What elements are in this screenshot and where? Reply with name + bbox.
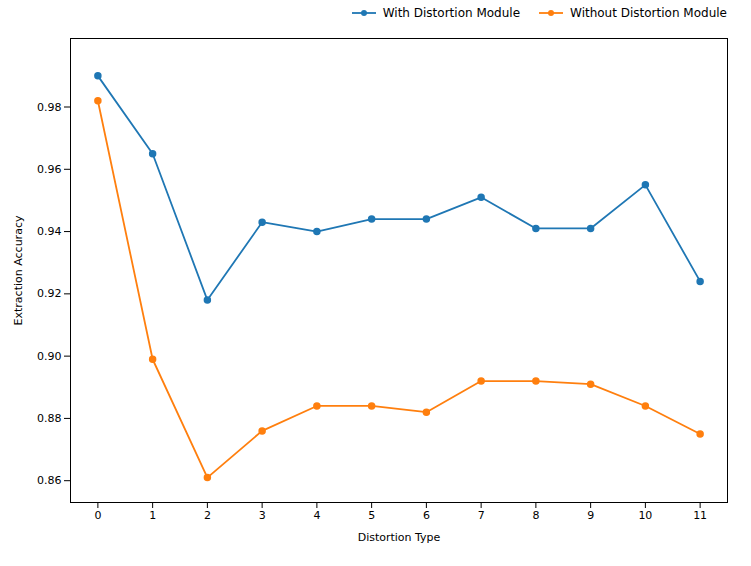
svg-text:0.90: 0.90 [37, 350, 62, 363]
svg-text:0: 0 [94, 509, 101, 522]
svg-text:0.98: 0.98 [37, 101, 62, 114]
svg-text:10: 10 [638, 509, 652, 522]
svg-text:0.94: 0.94 [37, 225, 62, 238]
svg-text:9: 9 [587, 509, 594, 522]
svg-text:2: 2 [204, 509, 211, 522]
svg-text:6: 6 [423, 509, 430, 522]
svg-text:4: 4 [313, 509, 320, 522]
svg-text:0.96: 0.96 [37, 163, 62, 176]
svg-text:0.86: 0.86 [37, 474, 62, 487]
html-text:Without Distortion Module: Without Distortion Module [570, 6, 727, 20]
svg-text:8: 8 [532, 509, 539, 522]
svg-text:1: 1 [149, 509, 156, 522]
svg-text:7: 7 [478, 509, 485, 522]
html-text:With Distortion Module: With Distortion Module [382, 6, 520, 20]
svg-text:5: 5 [368, 509, 375, 522]
svg-text:Distortion Type: Distortion Type [358, 531, 441, 544]
svg-text:3: 3 [259, 509, 266, 522]
svg-text:Extraction Accuracy: Extraction Accuracy [12, 215, 25, 325]
svg-text:0.92: 0.92 [37, 287, 62, 300]
svg-text:0.88: 0.88 [37, 412, 62, 425]
svg-text:11: 11 [693, 509, 707, 522]
